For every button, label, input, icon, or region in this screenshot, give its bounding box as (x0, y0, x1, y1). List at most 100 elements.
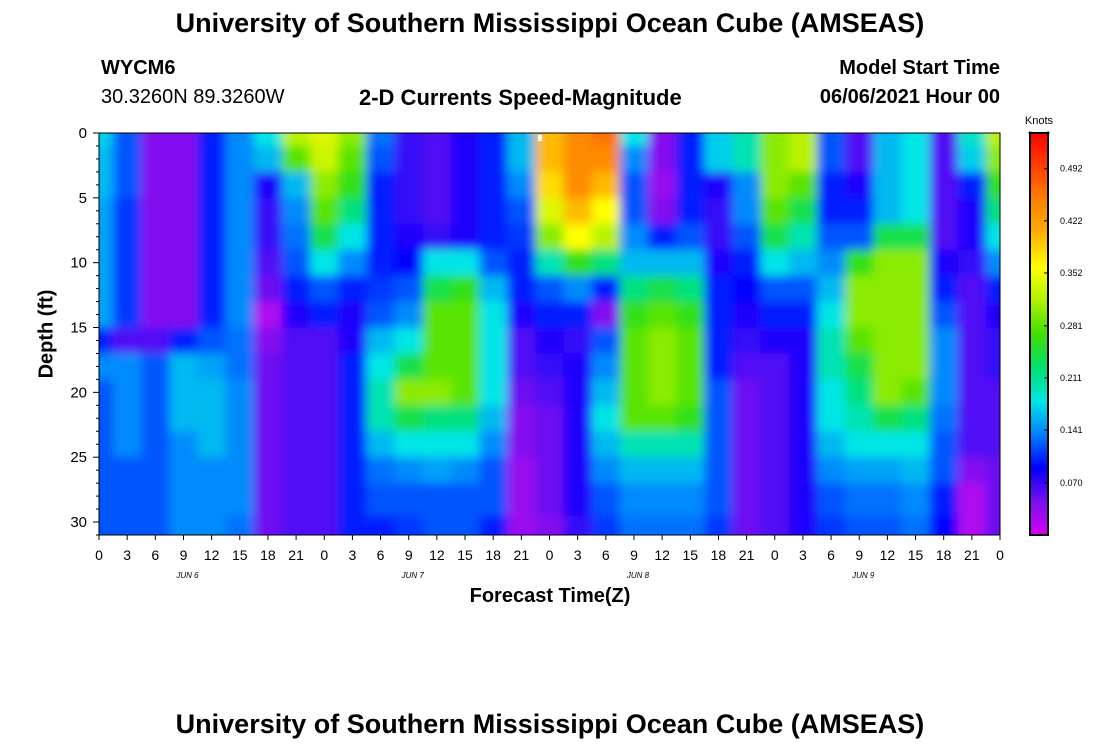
heatmap-cell (197, 431, 227, 458)
heatmap-cell (985, 457, 1000, 484)
heatmap-cell (704, 379, 734, 406)
heatmap-cell (507, 249, 536, 277)
heatmap-cell (422, 327, 452, 354)
heatmap-cell (225, 133, 255, 147)
heatmap-cell (450, 249, 480, 277)
heatmap-cell (253, 515, 283, 535)
heatmap-cell (197, 171, 227, 199)
heatmap-cell (816, 223, 846, 251)
heatmap-cell (422, 515, 452, 535)
heatmap-cell (479, 171, 508, 199)
heatmap-cell (563, 197, 593, 225)
heatmap-cell (929, 197, 959, 225)
heatmap-cell (253, 405, 283, 432)
heatmap-cell (732, 483, 762, 517)
heatmap-cell (479, 327, 508, 354)
y-tick-label: 0 (79, 125, 87, 142)
heatmap-cell (394, 431, 424, 458)
heatmap-cell (929, 301, 959, 329)
heatmap-cell (788, 327, 818, 354)
heatmap-cell (619, 275, 649, 303)
x-tick-label: 18 (711, 547, 727, 563)
heatmap-cell (169, 223, 199, 251)
x-axis-label: Forecast Time(Z) (469, 585, 631, 607)
heatmap-cell (732, 275, 762, 303)
heatmap-cell (422, 197, 452, 225)
heatmap-cell (816, 431, 846, 458)
heatmap-cell (704, 301, 734, 329)
heatmap-cell (845, 171, 874, 199)
heatmap-cell (929, 171, 959, 199)
heatmap-cell (901, 405, 931, 432)
heatmap-cell (310, 223, 339, 251)
heatmap-cell (479, 133, 508, 147)
heatmap-cell (394, 145, 424, 173)
heatmap-cell (591, 483, 621, 517)
model-start-value: 06/06/2021 Hour 00 (819, 86, 1000, 108)
heatmap-cell (338, 483, 367, 517)
heatmap-cell (282, 483, 311, 517)
heatmap-cell (169, 353, 199, 380)
heatmap-cell (479, 353, 508, 380)
heatmap-cell (366, 145, 396, 173)
heatmap-cell (591, 431, 621, 458)
x-tick-label: 6 (827, 547, 835, 563)
heatmap-cell (535, 275, 565, 303)
heatmap-cell (479, 483, 508, 517)
heatmap-cell (99, 353, 114, 380)
heatmap-cell (563, 249, 593, 277)
heatmap-cell (957, 249, 987, 277)
heatmap-cell (957, 171, 987, 199)
heatmap-cell (873, 301, 902, 329)
heatmap-cell (901, 457, 931, 484)
heatmap-cell (873, 515, 902, 535)
heatmap-cell (479, 515, 508, 535)
heatmap-cell (450, 405, 480, 432)
x-tick-label: 12 (429, 547, 445, 563)
heatmap-cell (788, 133, 818, 147)
heatmap-cell (591, 249, 621, 277)
heatmap-cell (845, 223, 874, 251)
colorbar-tick-label: 0.281 (1060, 321, 1083, 331)
heatmap-cell (788, 223, 818, 251)
heatmap-cell (873, 353, 902, 380)
heatmap-cell (197, 353, 227, 380)
heatmap-cell (760, 379, 790, 406)
heatmap-cell (141, 197, 170, 225)
heatmap-cell (732, 405, 762, 432)
heatmap-cell (450, 197, 480, 225)
heatmap-cell (648, 171, 677, 199)
heatmap-cell (141, 145, 170, 173)
heatmap-cell (141, 171, 170, 199)
heatmap-cell (873, 379, 902, 406)
heatmap-cell (282, 515, 311, 535)
heatmap-cell (253, 133, 283, 147)
heatmap-cell (282, 327, 311, 354)
heatmap-cell (676, 457, 705, 484)
heatmap-cell (338, 379, 367, 406)
x-tick-label: 9 (630, 547, 638, 563)
heatmap-cell (591, 197, 621, 225)
heatmap-cell (985, 301, 1000, 329)
heatmap-cell (704, 457, 734, 484)
heatmap-cell (169, 301, 199, 329)
heatmap-cell (760, 275, 790, 303)
heatmap-cell (845, 431, 874, 458)
heatmap-cell (704, 353, 734, 380)
heatmap-cell (422, 133, 452, 147)
heatmap-cell (113, 457, 142, 484)
heatmap-cell (450, 145, 480, 173)
heatmap-cell (901, 301, 931, 329)
heatmap-cell (619, 145, 649, 173)
heatmap-cell (619, 171, 649, 199)
heatmap-cell (113, 379, 142, 406)
heatmap-cell (619, 249, 649, 277)
heatmap-cell (282, 457, 311, 484)
heatmap-cell (929, 379, 959, 406)
heatmap-cell (985, 379, 1000, 406)
heatmap-cell (704, 327, 734, 354)
heatmap-cell (845, 515, 874, 535)
heatmap-cell (816, 379, 846, 406)
heatmap-cell (141, 223, 170, 251)
heatmap-cell (253, 223, 283, 251)
